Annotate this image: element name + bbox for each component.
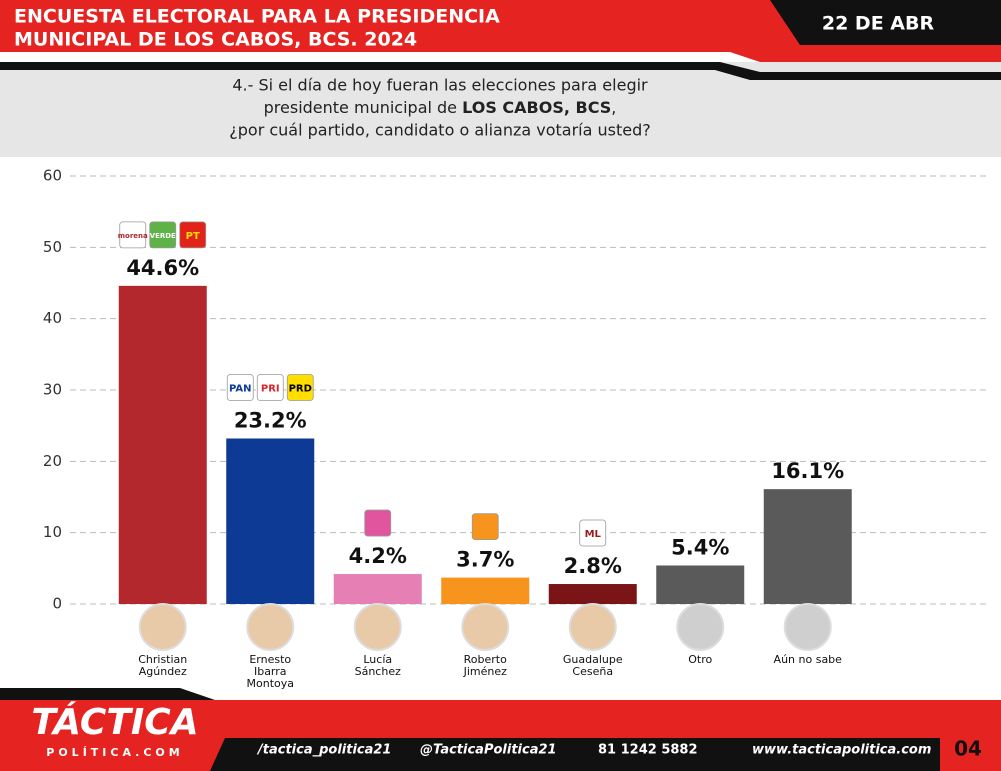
phone: 81 1242 5882 xyxy=(598,743,698,758)
bar xyxy=(226,438,315,604)
candidate-photo xyxy=(353,603,402,651)
party-logo xyxy=(471,513,499,541)
bar xyxy=(548,584,637,604)
x-tick-label: Montoya xyxy=(247,677,295,690)
x-tick-label: Jiménez xyxy=(463,665,508,678)
logo: TÁCTICA xyxy=(31,701,198,743)
party-logo xyxy=(579,519,607,547)
website: www.tacticapolitica.com xyxy=(752,743,931,758)
question-bold: LOS CABOS, BCS xyxy=(462,98,611,117)
x-tick-label: Ceseña xyxy=(572,665,613,678)
question-line: presidente municipal de LOS CABOS, BCS, xyxy=(264,98,617,117)
party-logo-label: PRD xyxy=(289,384,312,395)
value-label: 2.8% xyxy=(564,554,622,578)
party-logo-label: PT xyxy=(186,231,200,242)
x-tick-label: Ernesto xyxy=(249,653,291,666)
bar xyxy=(656,565,745,604)
party-logo xyxy=(256,374,284,401)
y-tick-label: 50 xyxy=(43,238,62,256)
title-line: ENCUESTA ELECTORAL PARA LA PRESIDENCIA xyxy=(14,6,500,28)
footer-bar xyxy=(210,738,940,771)
date: 22 DE ABR xyxy=(822,13,935,35)
header-band xyxy=(0,0,1001,62)
value-label: 16.1% xyxy=(771,459,844,483)
party-logo xyxy=(364,509,392,537)
y-tick-label: 10 xyxy=(43,523,62,541)
chart: 0 10 20 30 40 50 60 44.6% morena VERDE PT Christian… xyxy=(43,167,990,690)
y-tick-label: 0 xyxy=(52,595,62,613)
candidate-photo xyxy=(783,603,832,651)
question-line: 4.- Si el día de hoy fueran las eleccion… xyxy=(232,76,648,95)
party-logo-label: PAN xyxy=(229,384,252,395)
bar xyxy=(441,577,530,604)
facebook: /tactica_politica21 xyxy=(256,743,391,758)
y-tick-label: 30 xyxy=(43,381,62,399)
x-tick-label: Sánchez xyxy=(355,665,401,678)
page-number: 04 xyxy=(954,737,982,761)
x-tick-label: Ibarra xyxy=(254,665,287,678)
logo-sub: POLÍTICA.COM xyxy=(46,746,183,759)
bar xyxy=(118,285,207,604)
x-tick-label: Aún no sabe xyxy=(774,653,843,666)
x-tick-label: Otro xyxy=(688,653,712,666)
instagram: @TacticaPolitica21 xyxy=(420,743,557,758)
party-logo xyxy=(286,374,314,401)
party-logo-label: VERDE xyxy=(150,232,176,240)
candidate-photo xyxy=(568,603,617,651)
party-logo xyxy=(149,221,177,249)
question-text: , xyxy=(611,98,616,117)
value-label: 23.2% xyxy=(234,409,307,433)
candidate-photo xyxy=(676,603,725,651)
value-label: 44.6% xyxy=(126,256,199,280)
date-box xyxy=(770,0,1001,45)
party-logo-label: ML xyxy=(585,529,602,540)
footer-stripe xyxy=(0,688,215,700)
value-label: 5.4% xyxy=(671,535,729,559)
y-tick-label: 20 xyxy=(43,452,62,470)
value-label: 4.2% xyxy=(349,544,407,568)
party-logo xyxy=(179,221,207,249)
y-tick-label: 40 xyxy=(43,309,62,327)
y-tick-label: 60 xyxy=(43,167,62,185)
title-line: MUNICIPAL DE LOS CABOS, BCS. 2024 xyxy=(14,29,417,51)
candidate-photo xyxy=(246,603,295,651)
x-tick-label: Roberto xyxy=(464,653,507,666)
question-line: ¿por cuál partido, candidato o alianza v… xyxy=(229,121,651,140)
bar xyxy=(333,574,422,604)
party-logo xyxy=(226,374,254,401)
value-label: 3.7% xyxy=(456,548,514,572)
x-tick-label: Agúndez xyxy=(139,665,187,678)
party-logo xyxy=(119,221,147,249)
party-logo-label: morena xyxy=(118,232,148,240)
question-text: presidente municipal de xyxy=(264,98,462,117)
candidate-photo xyxy=(138,603,187,651)
x-tick-label: Lucía xyxy=(363,653,392,666)
header-stripe xyxy=(0,62,1001,80)
party-logo-label: PRI xyxy=(261,384,280,395)
x-tick-label: Guadalupe xyxy=(563,653,623,666)
candidate-photo xyxy=(461,603,510,651)
bar xyxy=(763,489,852,604)
x-tick-label: Christian xyxy=(138,653,187,666)
